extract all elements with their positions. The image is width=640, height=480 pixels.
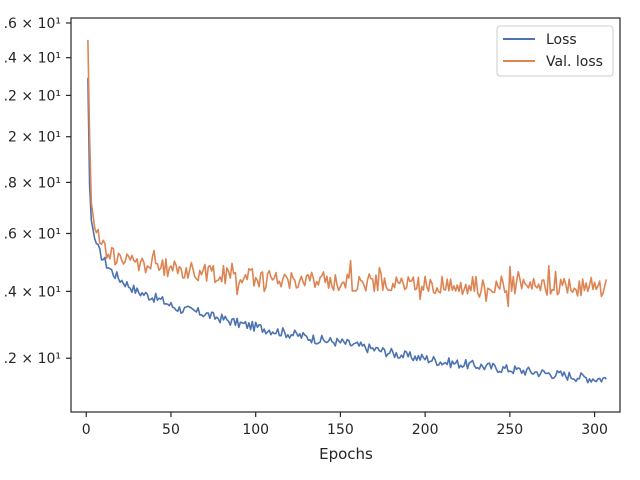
y-tick-label: 2 × 10¹ (8, 130, 61, 146)
series-line-val-loss (87, 39, 608, 308)
x-tick-label: 0 (82, 422, 91, 438)
x-axis-label: Epochs (319, 445, 373, 463)
y-tick-label: .6 × 10¹ (4, 226, 61, 242)
y-tick-label: .4 × 10¹ (4, 51, 61, 67)
legend-label-val-loss: Val. loss (546, 54, 603, 70)
x-tick-label: 50 (162, 422, 180, 438)
plot-area (70, 17, 621, 413)
y-tick-label: .2 × 10¹ (4, 351, 61, 367)
series-line-loss (87, 77, 607, 384)
x-axis: 0 50 100 150 200 250 300 (82, 412, 608, 438)
y-tick-label: .2 × 10¹ (4, 88, 61, 104)
series-layer (87, 39, 608, 384)
x-tick-label: 200 (412, 422, 439, 438)
x-tick-label: 300 (581, 422, 608, 438)
x-tick-label: 100 (242, 422, 269, 438)
x-tick-label: 250 (496, 422, 523, 438)
legend-label-loss: Loss (546, 32, 577, 48)
legend: Loss Val. loss (496, 25, 614, 77)
y-tick-label: .4 × 10¹ (4, 284, 61, 300)
x-tick-label: 150 (327, 422, 354, 438)
y-tick-label: .8 × 10¹ (4, 175, 61, 191)
y-axis: .2 × 10¹ .4 × 10¹ .6 × 10¹ .8 × 10¹ 2 × 10¹.… (4, 16, 71, 367)
y-tick-label: .6 × 10¹ (4, 16, 61, 32)
